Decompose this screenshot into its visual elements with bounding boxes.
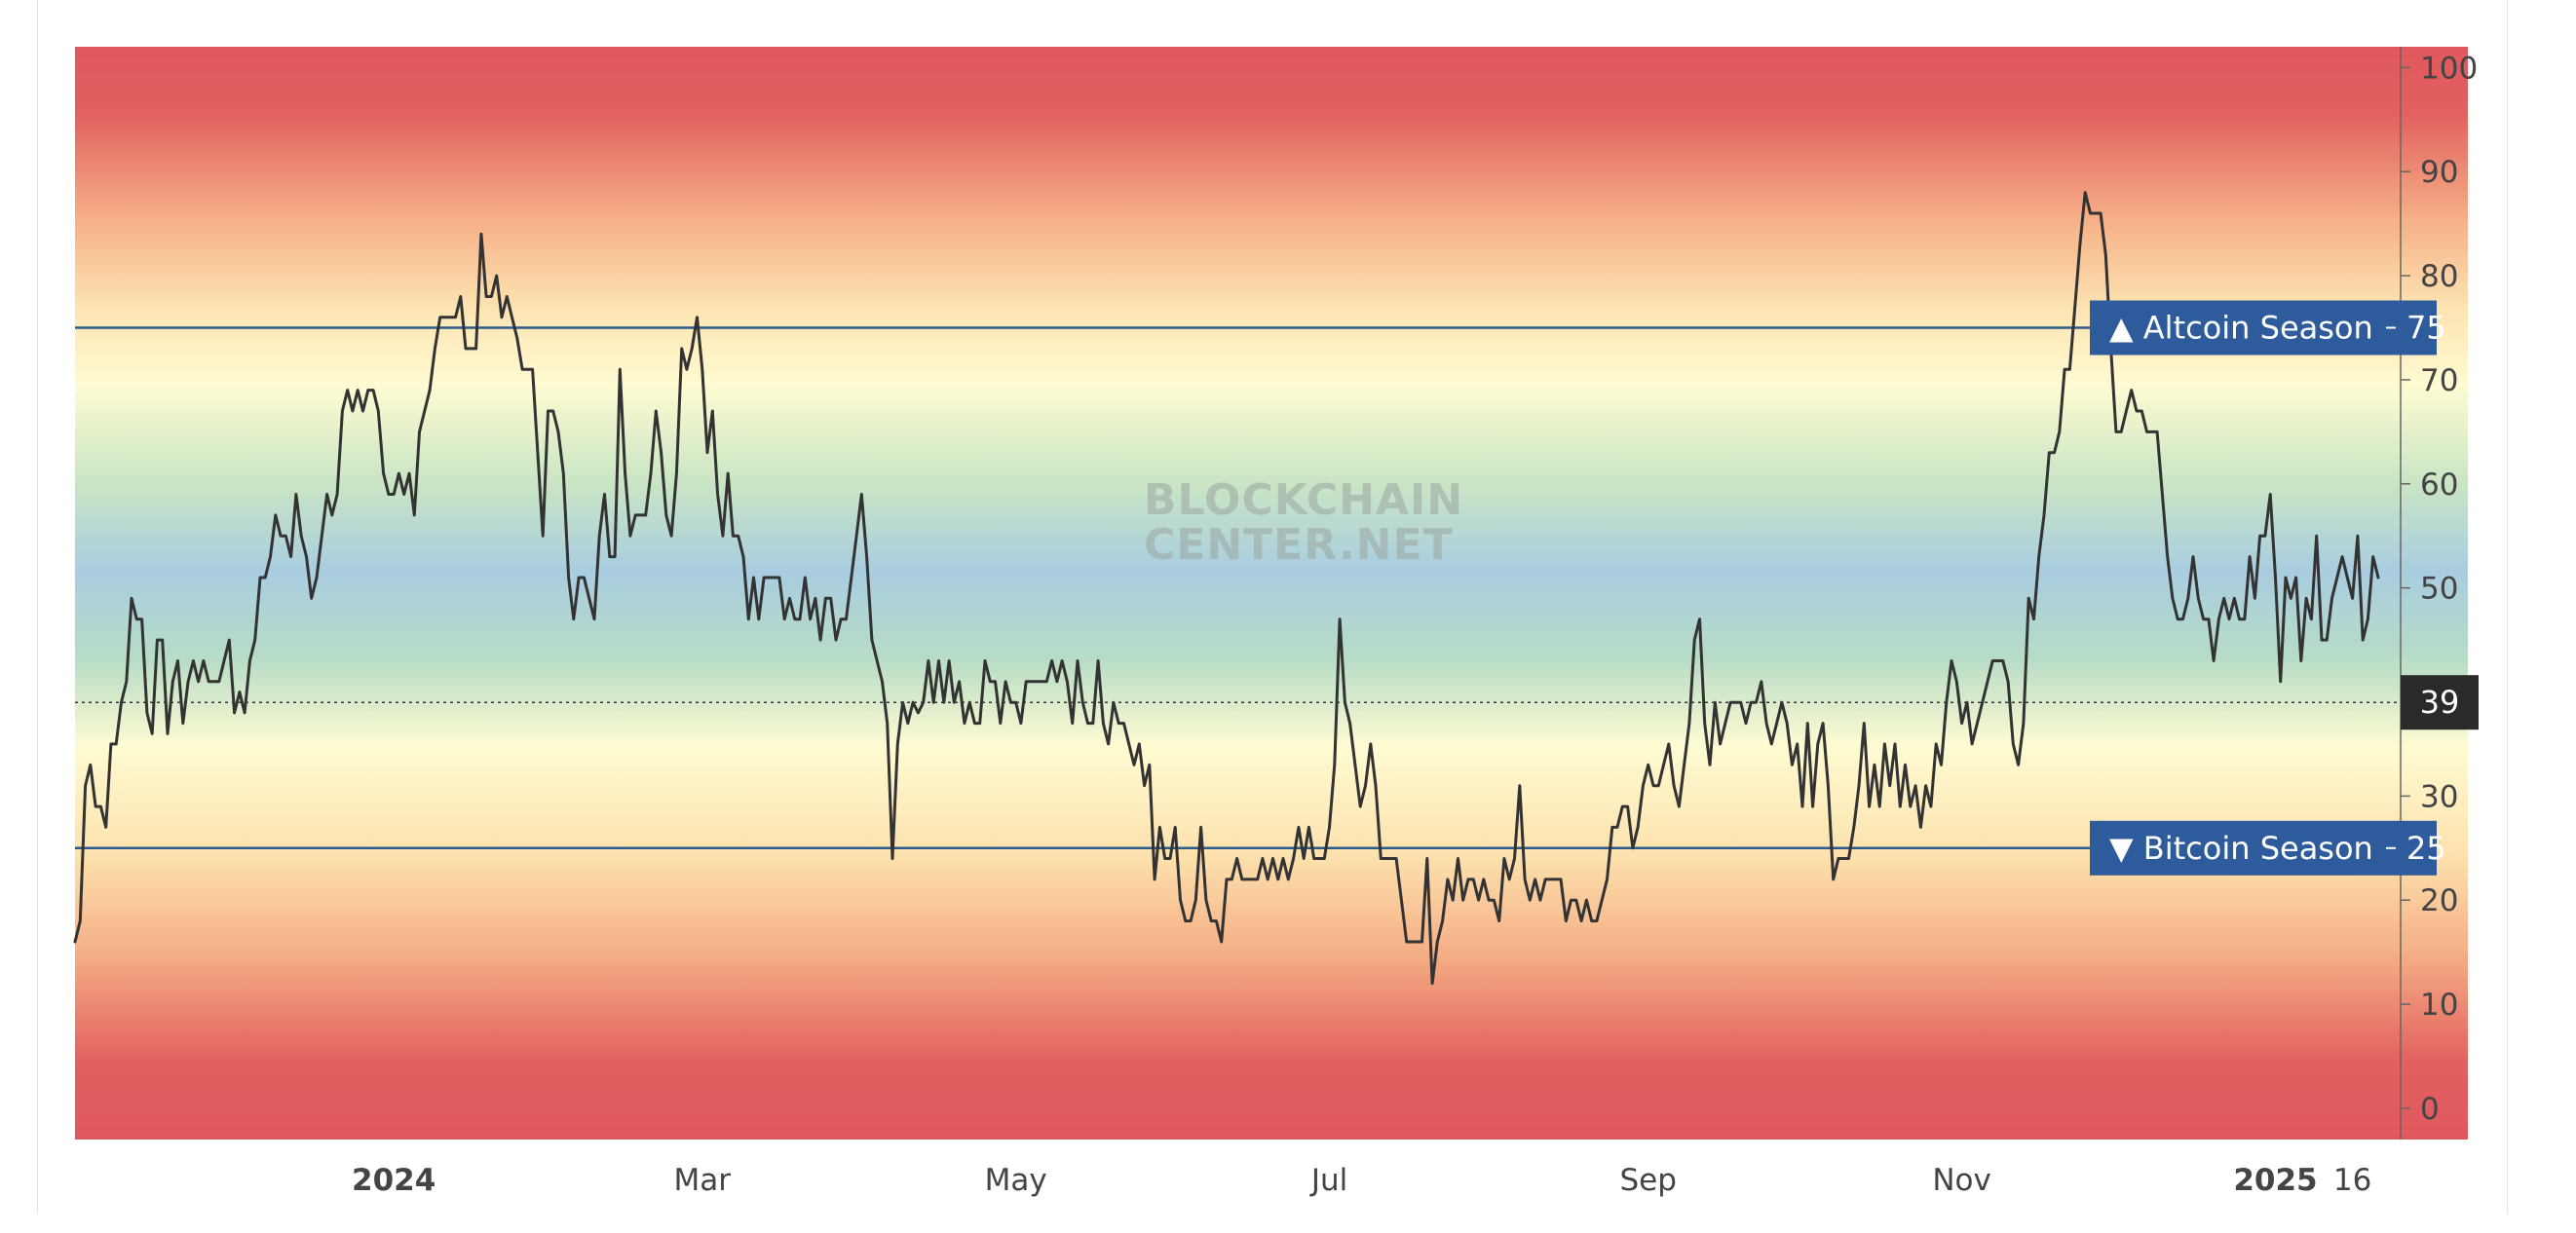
current-value-bg [2401, 675, 2479, 730]
season-label-bg [2090, 820, 2437, 876]
y-tick-label: 90 [2420, 155, 2458, 190]
season-label-text: ▼ Bitcoin Season [2109, 830, 2373, 867]
x-tick-label: Mar [674, 1163, 732, 1198]
season-label-value: 25 [2406, 830, 2446, 867]
y-tick-label: 10 [2420, 988, 2458, 1023]
y-tick-label: 60 [2420, 467, 2458, 503]
y-tick-label: 0 [2420, 1092, 2440, 1127]
season-label-text: ▲ Altcoin Season [2109, 310, 2373, 347]
y-tick-label: 70 [2420, 363, 2458, 398]
x-tick-label: 16 [2333, 1163, 2371, 1198]
x-tick-label: Sep [1619, 1163, 1676, 1198]
watermark-line-1: BLOCKCHAIN [1144, 475, 1463, 525]
altcoin-season-label: ▲ Altcoin Season 75 [2090, 300, 2446, 355]
x-axis: 2024 Mar May Jul Sep Nov 2025 16 [352, 1163, 2371, 1198]
series-layer [73, 191, 2380, 986]
y-tick-label: 100 [2420, 51, 2478, 86]
chart-frame: BLOCKCHAIN CENTER.NET 010203040506070809… [37, 0, 2508, 1214]
season-label-bg [2090, 300, 2437, 355]
y-tick-label: 20 [2420, 883, 2458, 918]
x-tick-label: May [985, 1163, 1047, 1198]
y-tick-label: 80 [2420, 259, 2458, 294]
x-tick-label: 2025 [2233, 1163, 2317, 1198]
value-labels: ▲ Altcoin Season 75 ▼ Bitcoin Season 25 39 [2090, 300, 2479, 876]
season-label-value: 75 [2406, 310, 2446, 347]
index-series-line [73, 191, 2380, 986]
season-gradient-background [75, 47, 2468, 1140]
current-value-badge: 39 [2401, 675, 2479, 730]
bitcoin-season-label: ▼ Bitcoin Season 25 [2090, 820, 2446, 876]
y-tick-label: 30 [2420, 779, 2458, 814]
y-tick-label: 50 [2420, 572, 2458, 607]
watermark: BLOCKCHAIN CENTER.NET [1144, 475, 1463, 570]
watermark-line-2: CENTER.NET [1144, 520, 1454, 570]
x-tick-label: 2024 [352, 1163, 436, 1198]
altcoin-season-chart: BLOCKCHAIN CENTER.NET 010203040506070809… [73, 47, 2479, 1198]
x-tick-label: Nov [1932, 1163, 1991, 1198]
x-tick-label: Jul [1309, 1163, 1347, 1198]
current-value-text: 39 [2420, 684, 2460, 721]
